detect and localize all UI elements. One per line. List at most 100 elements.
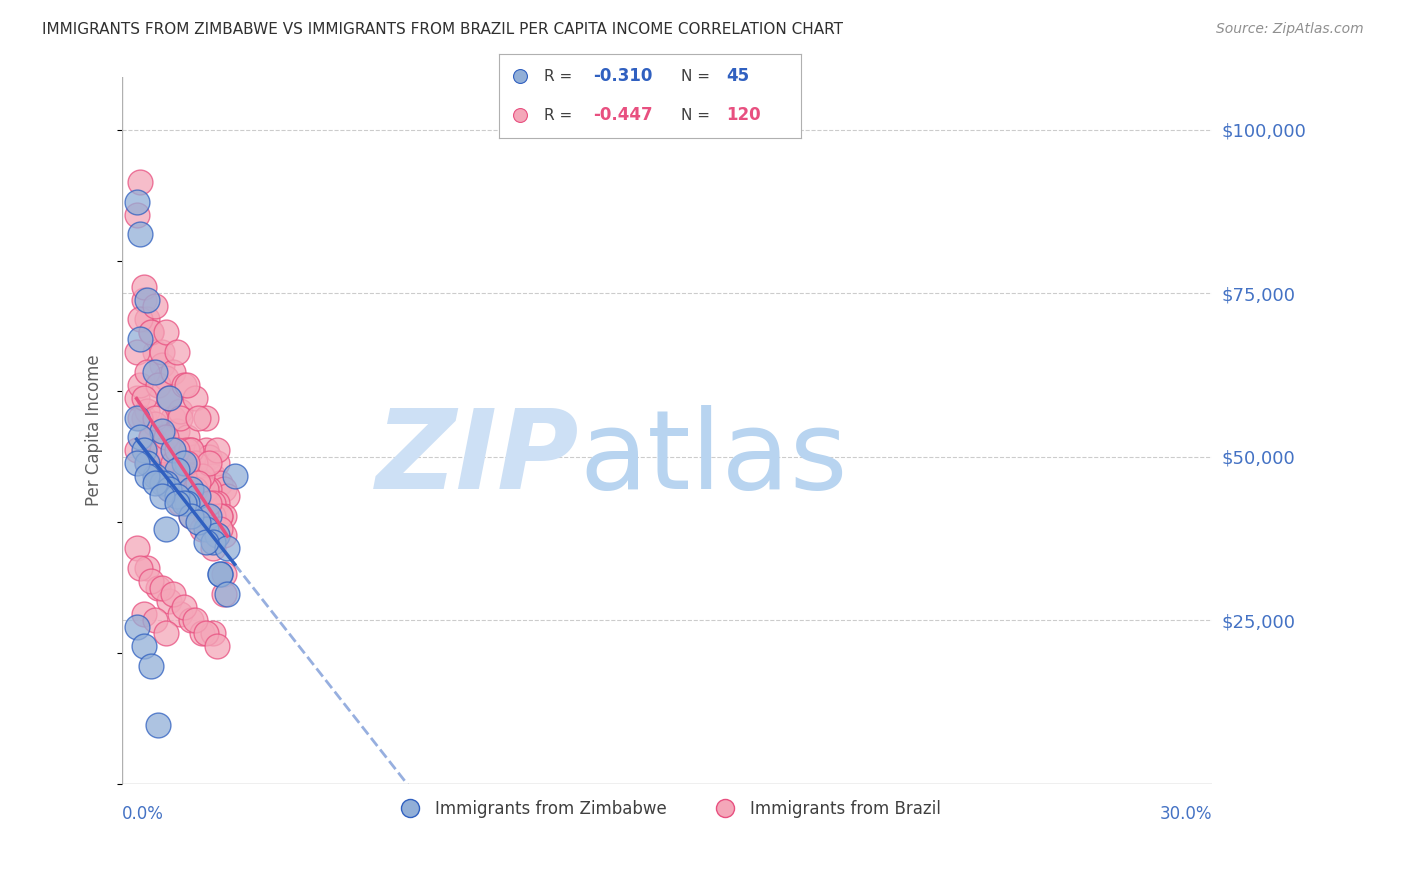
Point bbox=[194, 508, 217, 523]
Point bbox=[157, 443, 180, 458]
Point bbox=[198, 450, 221, 464]
Point bbox=[148, 377, 170, 392]
Text: Source: ZipAtlas.com: Source: ZipAtlas.com bbox=[1216, 22, 1364, 37]
Point bbox=[198, 508, 221, 523]
Point bbox=[194, 534, 217, 549]
Point bbox=[143, 475, 166, 490]
Point bbox=[150, 358, 173, 372]
Point bbox=[139, 430, 162, 444]
Point bbox=[194, 410, 217, 425]
Point bbox=[143, 299, 166, 313]
Point bbox=[166, 345, 188, 359]
Point bbox=[180, 443, 202, 458]
Point bbox=[129, 561, 152, 575]
Point bbox=[209, 508, 232, 523]
Point bbox=[157, 391, 180, 405]
Point bbox=[125, 456, 148, 470]
Point bbox=[157, 593, 180, 607]
Point bbox=[139, 659, 162, 673]
Point bbox=[183, 391, 205, 405]
Point bbox=[183, 456, 205, 470]
Point bbox=[129, 410, 152, 425]
Point bbox=[180, 483, 202, 497]
Point bbox=[169, 495, 191, 509]
Point bbox=[169, 404, 191, 418]
Point bbox=[201, 495, 224, 509]
Point bbox=[194, 522, 217, 536]
Point bbox=[217, 489, 239, 503]
Point bbox=[150, 475, 173, 490]
Point bbox=[201, 469, 224, 483]
Point bbox=[217, 587, 239, 601]
Point bbox=[155, 522, 177, 536]
Point bbox=[129, 312, 152, 326]
Point bbox=[125, 410, 148, 425]
Point bbox=[166, 443, 188, 458]
Point bbox=[224, 469, 246, 483]
Point bbox=[132, 607, 155, 621]
Point bbox=[183, 613, 205, 627]
Point bbox=[180, 469, 202, 483]
Point bbox=[150, 581, 173, 595]
Point bbox=[173, 377, 195, 392]
Point bbox=[129, 227, 152, 242]
Point bbox=[125, 194, 148, 209]
Point bbox=[205, 443, 228, 458]
Point bbox=[129, 430, 152, 444]
Point bbox=[148, 581, 170, 595]
Point bbox=[205, 640, 228, 654]
Point bbox=[157, 391, 180, 405]
Point bbox=[155, 371, 177, 385]
Point bbox=[155, 430, 177, 444]
Text: -0.447: -0.447 bbox=[593, 106, 652, 124]
Text: -0.310: -0.310 bbox=[593, 68, 652, 86]
Point bbox=[187, 489, 209, 503]
Point bbox=[209, 475, 232, 490]
Point bbox=[180, 508, 202, 523]
Point bbox=[143, 417, 166, 431]
Point bbox=[191, 469, 214, 483]
Point bbox=[136, 469, 159, 483]
Point bbox=[129, 175, 152, 189]
Point bbox=[176, 495, 198, 509]
Point bbox=[194, 443, 217, 458]
Point bbox=[157, 483, 180, 497]
Point bbox=[150, 489, 173, 503]
Point bbox=[191, 626, 214, 640]
Point bbox=[125, 443, 148, 458]
Point bbox=[166, 489, 188, 503]
Point bbox=[139, 430, 162, 444]
Point bbox=[150, 424, 173, 438]
Point bbox=[162, 365, 184, 379]
Point bbox=[180, 613, 202, 627]
Legend: Immigrants from Zimbabwe, Immigrants from Brazil: Immigrants from Zimbabwe, Immigrants fro… bbox=[387, 794, 948, 825]
Point bbox=[205, 528, 228, 542]
Point bbox=[187, 475, 209, 490]
Point bbox=[162, 587, 184, 601]
Point bbox=[132, 410, 155, 425]
Point bbox=[209, 567, 232, 582]
Point bbox=[173, 495, 195, 509]
Point bbox=[143, 613, 166, 627]
Text: R =: R = bbox=[544, 69, 572, 84]
Point bbox=[194, 483, 217, 497]
Point bbox=[143, 410, 166, 425]
Point bbox=[125, 391, 148, 405]
Point bbox=[209, 522, 232, 536]
Point bbox=[169, 410, 191, 425]
Point bbox=[132, 279, 155, 293]
Text: atlas: atlas bbox=[579, 405, 848, 512]
Point bbox=[187, 456, 209, 470]
Text: 0.0%: 0.0% bbox=[122, 805, 165, 823]
Point bbox=[132, 391, 155, 405]
Point bbox=[509, 108, 531, 122]
Point bbox=[150, 443, 173, 458]
Point bbox=[191, 475, 214, 490]
Point bbox=[148, 443, 170, 458]
Text: ZIP: ZIP bbox=[377, 405, 579, 512]
Point bbox=[198, 456, 221, 470]
Point bbox=[173, 600, 195, 615]
Point bbox=[212, 483, 235, 497]
Point bbox=[166, 424, 188, 438]
Point bbox=[201, 626, 224, 640]
